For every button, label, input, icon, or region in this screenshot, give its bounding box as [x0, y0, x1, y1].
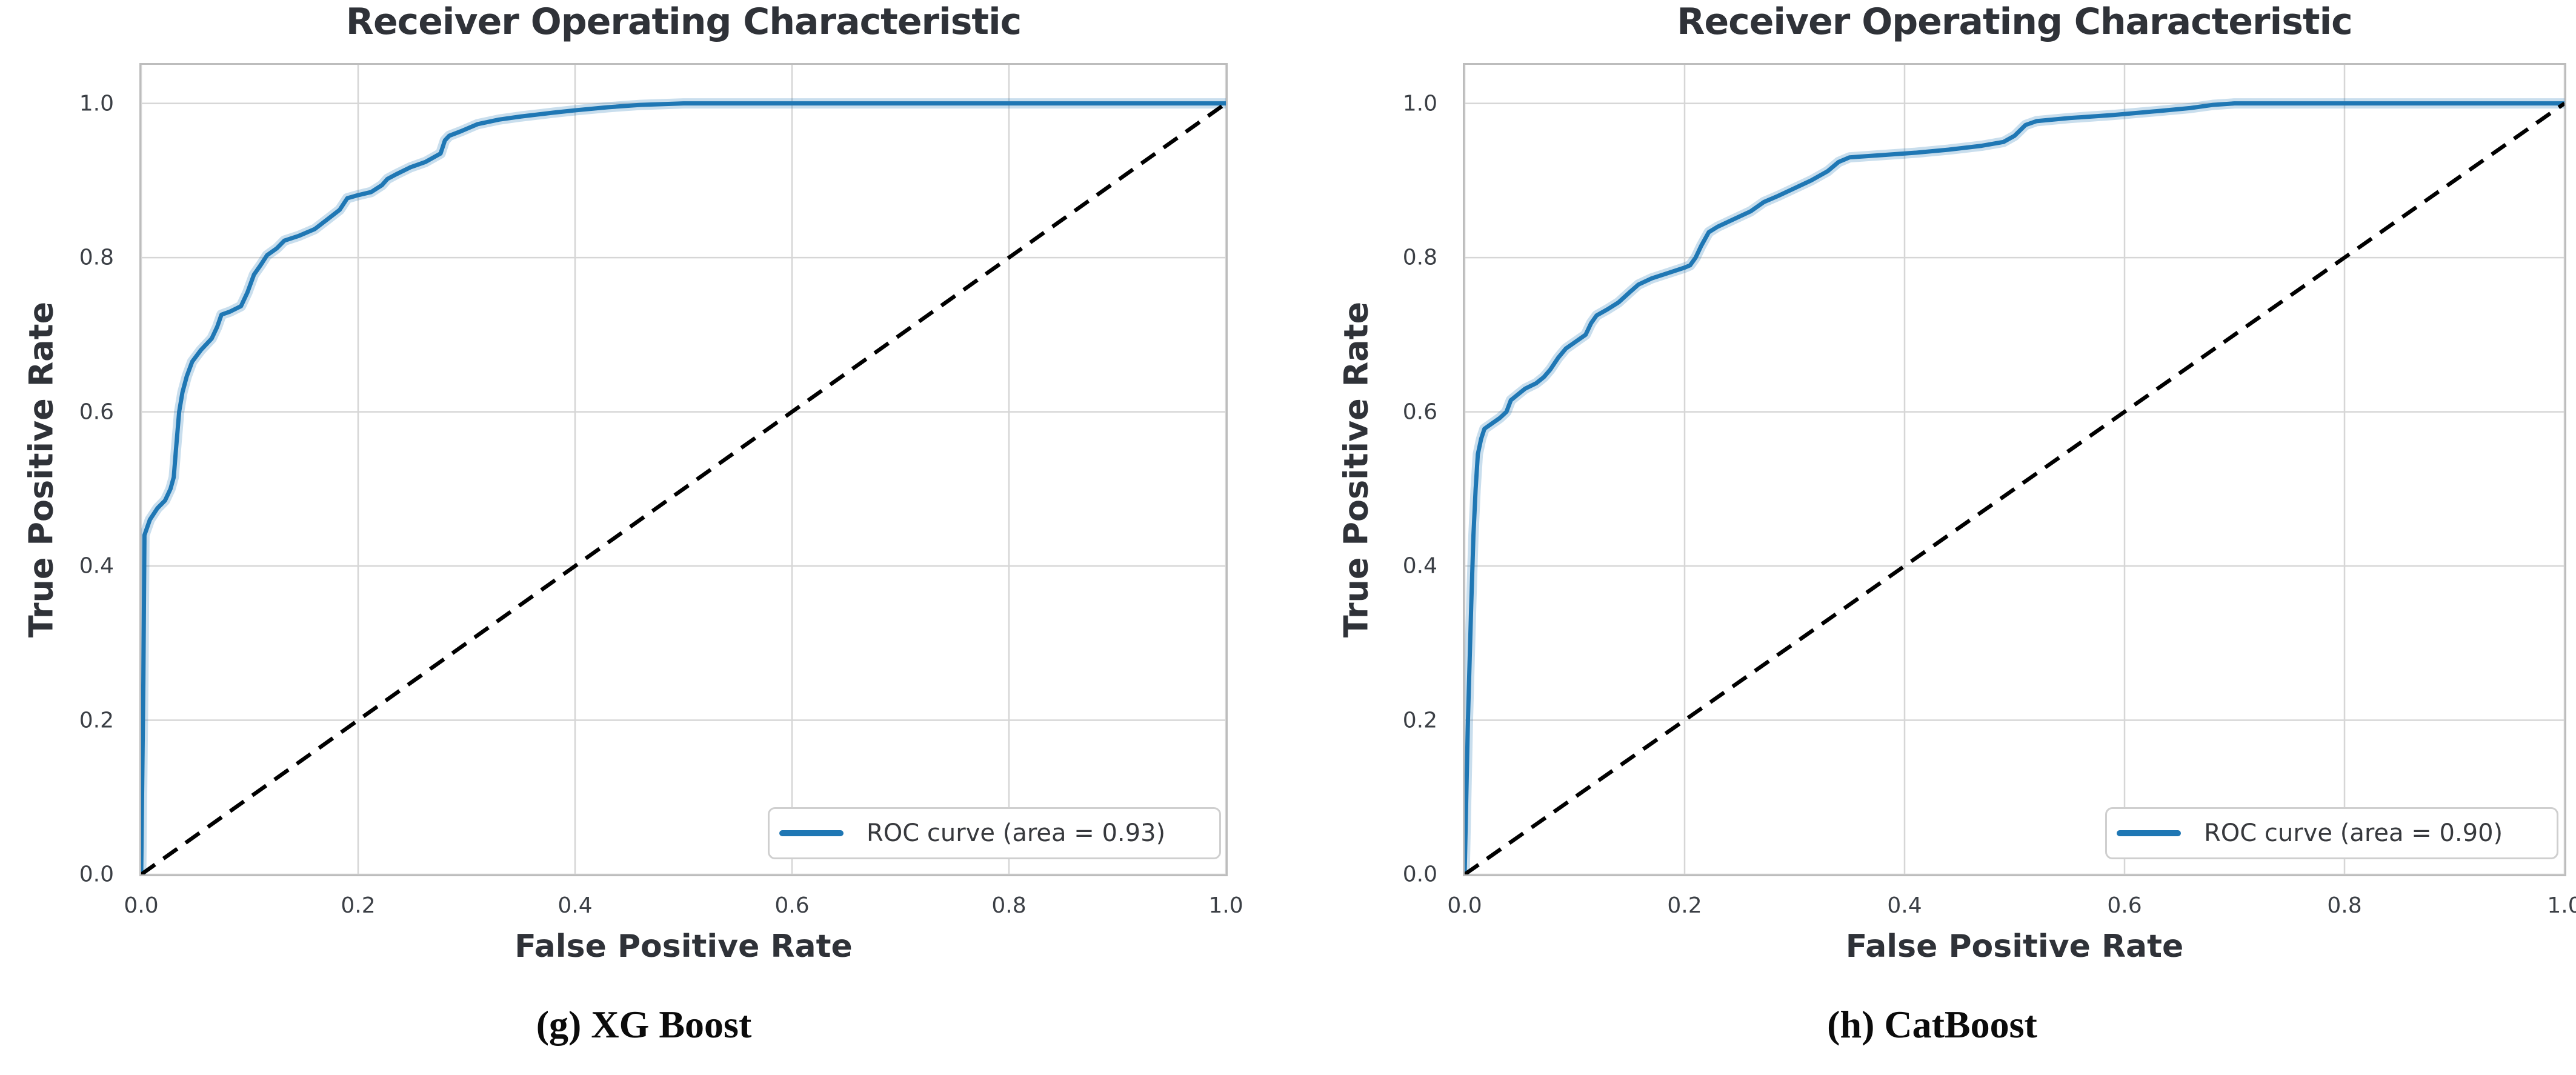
y-tick-label: 0.0: [79, 862, 114, 887]
chart-title: Receiver Operating Characteristic: [1677, 1, 2352, 43]
legend-label: ROC curve (area = 0.90): [2204, 819, 2503, 847]
x-tick-label: 0.6: [774, 893, 810, 918]
x-tick-label: 0.0: [1447, 893, 1482, 918]
y-tick-label: 0.4: [79, 553, 114, 579]
x-axis-label: False Positive Rate: [1845, 928, 2184, 965]
plot-area: [139, 63, 1228, 876]
y-tick-label: 1.0: [1402, 91, 1437, 116]
subfigure-caption: (g) XG Boost: [536, 1003, 752, 1046]
plot-area: [1463, 63, 2566, 876]
y-tick-label: 0.8: [79, 245, 114, 270]
subfigure-caption: (h) CatBoost: [1827, 1003, 2037, 1046]
x-axis-ticks: 0.0 0.2 0.4 0.6 0.8 1.0: [124, 893, 1243, 921]
roc-chart-canvas: [141, 65, 1226, 874]
x-tick-label: 0.2: [1667, 893, 1702, 918]
roc-line-swatch: [779, 830, 844, 836]
roc-panel-catboost: Receiver Operating Characteristic True P…: [1288, 0, 2576, 1075]
y-tick-label: 0.4: [1402, 553, 1437, 579]
y-tick-label: 0.6: [79, 399, 114, 425]
roc-panel-xg-boost: Receiver Operating Characteristic True P…: [0, 1, 1243, 1046]
roc-line-swatch: [2117, 830, 2181, 836]
roc-chart-canvas: [1465, 65, 2564, 874]
x-tick-label: 1.0: [2547, 893, 2576, 918]
x-tick-label: 0.4: [1887, 893, 1922, 918]
legend-label: ROC curve (area = 0.93): [867, 819, 1166, 847]
x-tick-label: 0.8: [2327, 893, 2362, 918]
y-tick-label: 0.2: [79, 708, 114, 733]
x-tick-label: 0.4: [557, 893, 593, 918]
legend-box: ROC curve (area = 0.93): [768, 807, 1221, 859]
y-tick-label: 0.2: [1402, 708, 1437, 733]
y-tick-label: 0.8: [1402, 245, 1437, 270]
y-axis-ticks: 0.0 0.2 0.4 0.6 0.8 1.0: [0, 65, 114, 887]
chart-title: Receiver Operating Characteristic: [345, 1, 1022, 43]
x-tick-label: 0.6: [2107, 893, 2142, 918]
y-axis-ticks: 0.0 0.2 0.4 0.6 0.8 1.0: [1288, 65, 1437, 887]
y-tick-label: 0.0: [1402, 862, 1437, 887]
x-tick-label: 0.0: [124, 893, 159, 918]
x-tick-label: 0.8: [991, 893, 1027, 918]
x-axis-ticks: 0.0 0.2 0.4 0.6 0.8 1.0: [1447, 893, 2576, 921]
y-tick-label: 0.6: [1402, 399, 1437, 425]
y-tick-label: 1.0: [79, 91, 114, 116]
x-axis-label: False Positive Rate: [514, 928, 853, 965]
x-tick-label: 1.0: [1208, 893, 1243, 918]
legend-box: ROC curve (area = 0.90): [2105, 807, 2558, 859]
x-tick-label: 0.2: [341, 893, 376, 918]
